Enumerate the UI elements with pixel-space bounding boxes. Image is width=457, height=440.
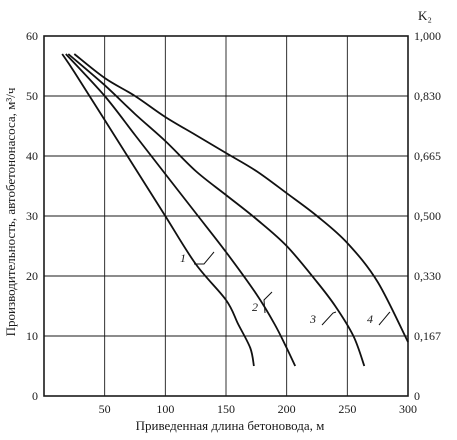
curve-label-4: 4 (367, 312, 373, 326)
curve-label-1: 1 (180, 251, 186, 265)
curve-label-leader (378, 311, 391, 326)
y-tick-label: 20 (26, 269, 38, 283)
x-tick-label: 200 (278, 402, 296, 416)
y2-tick-label: 0,830 (414, 89, 441, 103)
y-tick-label: 0 (32, 389, 38, 403)
curve-label-leader (321, 311, 337, 326)
y-axis-title: Производительность, автобетононасоса, м³… (3, 87, 18, 336)
y2-tick-label: 0,330 (414, 269, 441, 283)
curve-label-leader (194, 251, 215, 265)
x-tick-label: 150 (217, 402, 235, 416)
x-tick-label: 300 (399, 402, 417, 416)
plot-frame (43, 35, 409, 397)
x-tick-label: 50 (99, 402, 111, 416)
y2-tick-label: 0,500 (414, 209, 441, 223)
y-tick-label: 40 (26, 149, 38, 163)
curve-label-leader (263, 291, 273, 314)
curves (61, 53, 409, 367)
series-line-2 (65, 53, 297, 367)
curve-labels: 1 2 3 4 (180, 251, 391, 326)
y-tick-label: 30 (26, 209, 38, 223)
y-tick-label: 10 (26, 329, 38, 343)
grid (44, 36, 408, 396)
x-tick-label: 250 (338, 402, 356, 416)
curve-label-2: 2 (252, 300, 258, 314)
series-line-3 (67, 53, 366, 367)
series-line-1 (61, 53, 255, 367)
y-tick-label: 60 (26, 29, 38, 43)
y2-tick-label: 0 (414, 389, 420, 403)
curve-label-3: 3 (309, 312, 316, 326)
y-tick-label: 50 (26, 89, 38, 103)
x-tick-label: 100 (156, 402, 174, 416)
y2-axis-title: K₂ (418, 8, 432, 23)
y2-tick-label: 0,665 (414, 149, 441, 163)
y2-tick-label: 0,167 (414, 329, 441, 343)
x-axis-title: Приведенная длина бетоновода, м (136, 418, 325, 433)
tick-labels: 50 100 150 200 250 300010203040506000,1670,33… (26, 29, 441, 416)
y2-tick-label: 1,000 (414, 29, 441, 43)
series-line-4 (73, 53, 409, 343)
